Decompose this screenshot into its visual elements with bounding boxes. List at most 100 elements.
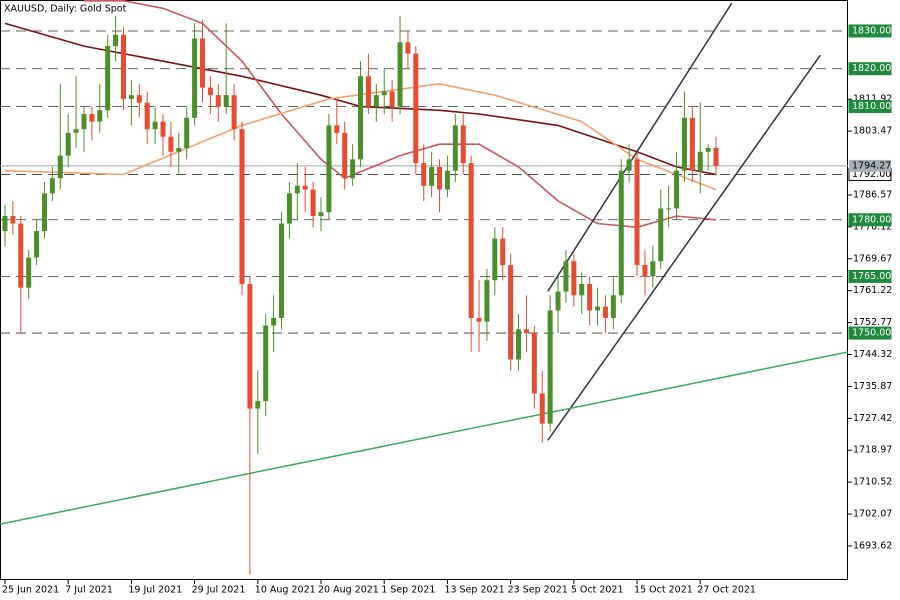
candle-body: [429, 166, 435, 186]
plot-frame: [0, 0, 848, 580]
candle-body: [365, 76, 371, 107]
candle-body: [255, 401, 261, 409]
level-label: 1750.00: [852, 328, 891, 339]
candle-body: [681, 117, 687, 171]
candle-body: [97, 110, 103, 122]
trendline: [547, 2, 733, 292]
candle-body: [571, 261, 577, 296]
trendline: [547, 54, 821, 441]
candle-body: [437, 166, 443, 190]
level-label: 1830.00: [852, 25, 891, 36]
level-label: 1765.00: [852, 271, 891, 282]
x-tick-label: 10 Aug 2021: [255, 585, 316, 596]
candle-body: [666, 208, 672, 210]
candle-body: [602, 306, 608, 318]
current-price-box: [849, 159, 891, 172]
moving-average: [84, 0, 717, 229]
candle-body: [492, 238, 498, 281]
candle-body: [342, 132, 348, 179]
candle-body: [26, 257, 32, 288]
candle-body: [381, 91, 387, 96]
candle-body: [199, 38, 205, 88]
plot-area: [0, 0, 848, 575]
candle-body: [2, 215, 8, 232]
candle-body: [389, 91, 395, 107]
candle-body: [18, 223, 24, 288]
candle-body: [531, 333, 537, 394]
candle-body: [350, 159, 356, 179]
level-label-box: [848, 99, 892, 113]
candle-body: [421, 163, 427, 186]
y-tick-label: 1744.32: [853, 349, 892, 360]
candle-body: [49, 178, 55, 194]
candle-body: [57, 155, 63, 179]
level-label-box: [848, 269, 892, 283]
candle-body: [452, 125, 458, 171]
candle-body: [658, 208, 664, 262]
candle-body: [334, 125, 340, 133]
candle-body: [413, 53, 419, 164]
level-label: 1792.00: [852, 169, 891, 180]
candle-body: [294, 185, 300, 194]
candle-body: [595, 306, 601, 311]
x-tick-label: 27 Oct 2021: [697, 585, 756, 596]
candle-body: [516, 329, 522, 360]
candle-body: [231, 95, 237, 130]
y-tick-label: 1727.42: [853, 413, 892, 424]
candle-body: [476, 317, 482, 322]
candle-body: [626, 159, 632, 171]
candle-body: [610, 295, 616, 318]
candle-body: [397, 42, 403, 107]
candle-body: [460, 125, 466, 164]
candle-body: [286, 193, 292, 224]
level-label: 1810.00: [852, 101, 891, 112]
candle-body: [73, 129, 79, 133]
x-tick-label: 20 Aug 2021: [318, 585, 379, 596]
level-label: 1820.00: [852, 63, 891, 74]
candle-body: [271, 317, 277, 326]
candle-body: [192, 38, 198, 118]
x-tick-label: 5 Oct 2021: [571, 585, 624, 596]
candle-body: [239, 129, 245, 284]
y-tick-label: 1761.22: [853, 285, 892, 296]
candle-body: [713, 148, 719, 166]
y-tick-label: 1735.87: [853, 381, 892, 392]
y-tick-label: 1769.67: [853, 253, 892, 264]
candle-body: [587, 283, 593, 311]
candle-body: [523, 329, 529, 334]
candle-body: [634, 159, 640, 266]
level-label-box: [848, 213, 892, 227]
level-label-box: [848, 24, 892, 38]
candle-body: [579, 283, 585, 296]
candle-body: [689, 117, 695, 171]
x-tick-label: 29 Jul 2021: [192, 585, 246, 596]
candle-body: [41, 193, 47, 232]
candle-body: [547, 310, 553, 424]
y-tick-label: 1702.07: [853, 509, 892, 520]
candle-body: [113, 34, 119, 47]
candle-body: [223, 95, 229, 107]
x-tick-label: 23 Sep 2021: [508, 585, 568, 596]
candle-body: [539, 393, 545, 424]
level-label: 1780.00: [852, 214, 891, 225]
candle-body: [120, 34, 126, 99]
candle-body: [152, 121, 158, 130]
candle-body: [563, 261, 569, 292]
candle-body: [705, 148, 711, 152]
level-label-box: [848, 326, 892, 340]
y-tick-label: 1778.12: [853, 221, 892, 232]
candle-body: [302, 185, 308, 190]
level-label-box: [848, 62, 892, 76]
candle-body: [81, 114, 87, 130]
candle-body: [697, 151, 703, 171]
candle-body: [326, 125, 332, 213]
candle-body: [500, 238, 506, 266]
y-tick-label: 1803.47: [853, 126, 892, 137]
candle-body: [618, 170, 624, 296]
candle-body: [207, 87, 213, 96]
current-price-label: 1794.27: [852, 160, 891, 171]
candle-body: [263, 325, 269, 402]
x-tick-label: 1 Sep 2021: [381, 585, 435, 596]
candle-body: [405, 42, 411, 54]
candle-body: [136, 95, 142, 103]
